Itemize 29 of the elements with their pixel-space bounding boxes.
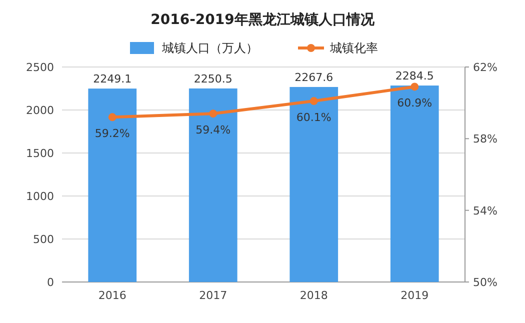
chart-title: 2016-2019年黑龙江城镇人口情况 bbox=[150, 12, 376, 28]
x-tick-label: 2019 bbox=[400, 289, 429, 302]
x-tick-label: 2017 bbox=[199, 289, 228, 302]
point bbox=[209, 110, 218, 118]
point bbox=[310, 97, 318, 106]
y2-tick-label: 50% bbox=[473, 276, 498, 289]
legend-label: 城镇人口（万人） bbox=[161, 41, 258, 55]
y2-tick-label: 54% bbox=[473, 204, 498, 218]
legend-label: 城镇化率 bbox=[329, 41, 378, 55]
data-label: 2249.1 bbox=[93, 72, 132, 86]
point bbox=[108, 113, 116, 122]
y-tick-label: 1000 bbox=[26, 190, 54, 203]
data-label: 2284.5 bbox=[395, 70, 434, 83]
data-label: 2250.5 bbox=[194, 72, 232, 86]
x-tick-label: 2018 bbox=[300, 289, 328, 302]
y-tick-label: 2000 bbox=[26, 104, 54, 117]
point bbox=[410, 82, 419, 91]
data-label: 60.9% bbox=[397, 96, 432, 110]
data-label: 59.2% bbox=[94, 127, 130, 140]
y2-tick-label: 62% bbox=[473, 61, 498, 74]
y-tick-label: 2500 bbox=[26, 61, 54, 74]
y-tick-label: 0 bbox=[47, 276, 54, 289]
y-tick-label: 1500 bbox=[26, 147, 54, 160]
data-label: 2267.6 bbox=[294, 70, 334, 84]
data-label: 59.4% bbox=[196, 124, 231, 137]
x-tick-label: 2016 bbox=[98, 289, 126, 302]
data-label: 60.1% bbox=[296, 111, 332, 124]
y2-tick-label: 58% bbox=[473, 132, 498, 146]
y-tick-label: 500 bbox=[33, 233, 54, 246]
